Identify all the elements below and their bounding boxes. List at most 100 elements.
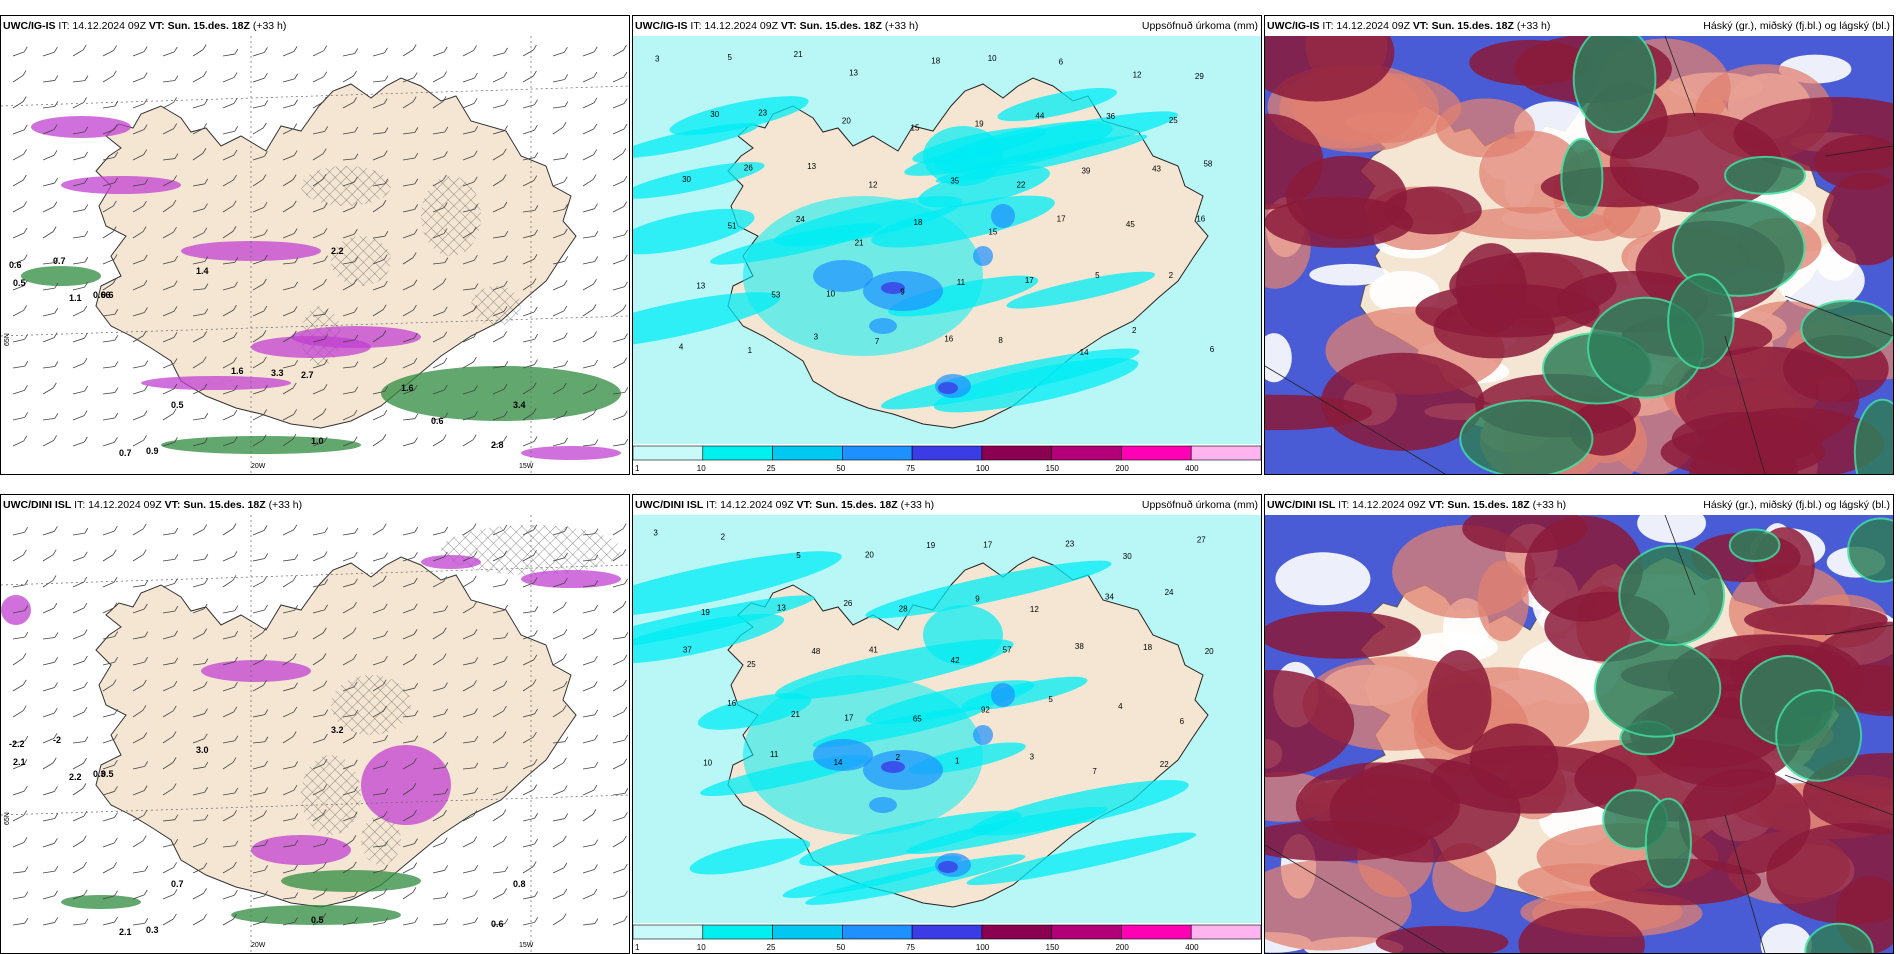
- wind-barb: [552, 557, 565, 562]
- wind-barb: [503, 71, 508, 78]
- valid-time: Sun. 15.des. 18Z: [815, 499, 898, 511]
- wind-barb: [623, 175, 628, 182]
- colorbar-swatch: [1190, 445, 1261, 461]
- wind-barb: [322, 809, 327, 815]
- lead-time: (+33 h): [268, 499, 303, 511]
- wind-barb: [444, 682, 448, 688]
- wind-barb: [474, 787, 479, 793]
- wind-barb: [473, 331, 478, 338]
- mid-cloud-area: [1518, 908, 1645, 953]
- wind-barb: [462, 767, 475, 770]
- wind-barb: [112, 70, 117, 77]
- wind-barb: [192, 442, 205, 447]
- wind-barb: [173, 913, 177, 920]
- wind-barb: [593, 681, 598, 687]
- wind-barb: [144, 178, 149, 185]
- lead-time: (+33 h): [1532, 499, 1567, 511]
- wind-barb: [162, 762, 174, 770]
- wind-barb: [473, 45, 477, 51]
- wind-barb: [132, 103, 145, 109]
- precip-value-label: 20: [1205, 647, 1214, 656]
- wind-barb: [414, 838, 418, 844]
- precip-value-label: 12: [869, 181, 878, 190]
- precip-band-purple: [141, 376, 291, 390]
- wind-barb: [72, 209, 85, 213]
- wind-barb: [552, 387, 564, 395]
- wind-barb: [102, 105, 115, 109]
- wind-barb: [42, 366, 55, 369]
- wind-barb: [353, 279, 357, 285]
- wind-barb: [623, 357, 628, 363]
- valid-time: Sun. 15.des. 18Z: [799, 20, 882, 32]
- cloud-map: [1265, 515, 1893, 953]
- wind-barb: [262, 434, 267, 440]
- colorbar-tick-label: 25: [767, 464, 776, 473]
- wind-barb: [282, 580, 294, 588]
- wind-barb: [312, 76, 324, 83]
- wind-barb: [612, 684, 624, 692]
- wind-barb: [102, 392, 115, 395]
- wind-barb: [562, 913, 567, 919]
- wind-barb: [144, 307, 148, 313]
- wind-barb: [432, 632, 444, 640]
- wind-barb: [612, 636, 625, 640]
- wind-barb: [312, 364, 325, 369]
- wind-barb: [12, 584, 25, 588]
- wind-barb: [162, 918, 174, 926]
- wind-barb: [222, 635, 235, 640]
- wind-barb: [323, 384, 328, 390]
- wind-barb: [383, 603, 388, 609]
- wind-barb: [504, 786, 508, 792]
- wind-barb: [462, 815, 474, 822]
- wind-barb: [42, 51, 55, 57]
- high-cloud-area: [1672, 199, 1806, 297]
- wind-barb: [144, 580, 149, 586]
- wind-barb: [282, 438, 294, 447]
- wind-barb: [282, 844, 295, 848]
- wind-barb: [132, 584, 145, 588]
- wind-barb: [233, 174, 237, 181]
- precip-value-label: 37: [683, 646, 692, 655]
- wind-barb: [222, 130, 235, 135]
- wind-barb: [42, 440, 54, 447]
- wind-barb: [12, 129, 25, 135]
- wind-barb: [582, 533, 595, 536]
- wind-barb: [432, 897, 445, 900]
- wind-barb: [102, 895, 115, 900]
- wind-barb: [354, 386, 359, 392]
- wind-barb: [252, 77, 265, 83]
- wind-barb: [522, 283, 534, 291]
- wind-barb: [312, 763, 325, 770]
- wind-barb: [353, 436, 358, 442]
- wind-barb: [72, 815, 85, 822]
- precip-value-label: 17: [1025, 276, 1034, 285]
- wind-barb: [503, 384, 508, 390]
- wind-barb: [582, 102, 595, 109]
- wind-barb: [232, 575, 237, 581]
- wind-barb: [372, 792, 385, 796]
- wind-value-label: 0.7: [119, 448, 132, 458]
- wind-barb: [72, 235, 85, 239]
- wind-barb: [522, 713, 535, 718]
- colorbar-tick-label: 400: [1185, 464, 1199, 473]
- mid-cloud-area: [1383, 186, 1482, 235]
- wind-barb: [582, 235, 595, 239]
- wind-barb: [383, 254, 388, 260]
- wind-barb: [222, 661, 235, 666]
- wind-barb: [444, 151, 448, 157]
- wind-barb: [443, 576, 447, 582]
- precip-value-label: 11: [957, 278, 966, 287]
- wind-barb: [112, 226, 117, 232]
- wind-barb: [462, 528, 474, 536]
- wind-barb: [522, 234, 535, 239]
- wind-barb: [432, 131, 445, 135]
- colorbar-tick-label: 50: [836, 464, 845, 473]
- wind-barb: [582, 559, 595, 562]
- wind-barb: [312, 232, 325, 239]
- hatched-area: [471, 286, 521, 326]
- wind-barb: [192, 361, 204, 369]
- wind-barb: [23, 810, 27, 816]
- wind-barb: [563, 176, 568, 183]
- wind-barb: [312, 283, 324, 291]
